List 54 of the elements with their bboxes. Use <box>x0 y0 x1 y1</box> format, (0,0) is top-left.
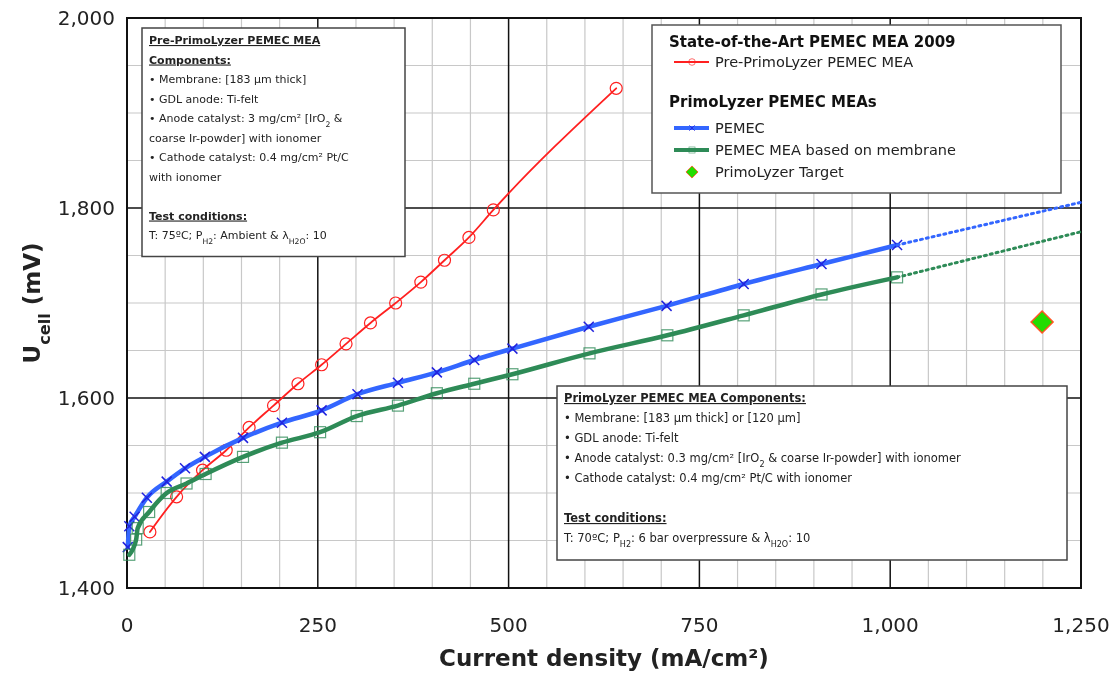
x-tick-label: 250 <box>298 613 337 637</box>
point <box>462 230 476 245</box>
legend-title: State-of-the-Art PEMEC MEA 2009 <box>669 33 956 51</box>
annotation: PrimoLyzer PEMEC MEAs <box>669 93 877 111</box>
point <box>890 271 904 284</box>
x-tick-label: 750 <box>680 613 719 637</box>
point <box>437 253 452 267</box>
point <box>123 548 136 561</box>
point <box>266 399 281 413</box>
point <box>131 522 144 535</box>
legend-label: PEMEC <box>715 120 765 136</box>
point <box>389 296 403 310</box>
point <box>430 387 443 400</box>
legend-label: Pre-PrimoLyzer PEMEC MEA <box>715 54 914 70</box>
point <box>315 358 329 372</box>
point <box>661 329 674 342</box>
point <box>506 368 519 381</box>
text: PrimoLyzer PEMEC MEA Components: • Membrane: [183 µm thick] or [120 µm] • GDL anode: Ti-felt • Anode catalyst: 0.3 mg/cm² [IrO$_{2}$ & coarse Ir-powder] with ionomer • Cathode catalyst: 0.4 mg/cm² Pt/C with ionomer Test conditions: T: 70ºC; P$_{H2}$: 6 bar overpressure & λ$_{H2O}$: 10 <box>564 391 961 549</box>
point <box>236 450 250 463</box>
x-tick-label: 1,250 <box>1052 613 1110 637</box>
legend-label: PrimoLyzer Target <box>715 164 845 180</box>
point <box>815 288 828 301</box>
point <box>242 420 256 435</box>
x-tick-label: 0 <box>120 613 134 637</box>
point <box>609 81 623 95</box>
point <box>486 203 500 217</box>
point <box>1030 310 1054 334</box>
point <box>170 490 184 504</box>
y-tick-label: 1,800 <box>57 196 115 220</box>
point <box>275 436 289 449</box>
y-tick-label: 2,000 <box>57 6 115 30</box>
point <box>143 505 156 519</box>
point <box>180 477 193 490</box>
legend-label: PEMEC MEA based on membrane <box>715 142 956 158</box>
point <box>414 275 428 289</box>
point <box>737 309 750 322</box>
point <box>339 337 353 351</box>
text: Pre-PrimoLyzer PEMEC MEA Components: • Membrane: [183 µm thick] • GDL anode: Ti-felt • Anode catalyst: 3 mg/cm² [IrO$_{2}$ & coarse Ir-powder] with ionomer • Cathode catalyst: 0.4 mg/cm² Pt/C with ionomer Test conditions: T: 75ºC; P$_{H2}$: Ambient & λ$_{H2O}$: 10 <box>149 34 349 246</box>
point <box>291 377 305 391</box>
x-tick-label: 1,000 <box>861 613 919 637</box>
y-tick-label: 1,600 <box>57 386 115 410</box>
point <box>468 377 481 390</box>
x-axis-title: Current density (mA/cm²) <box>439 645 769 671</box>
point <box>583 347 596 360</box>
point <box>363 316 378 330</box>
point <box>391 399 405 412</box>
y-tick-label: 1,400 <box>57 576 115 600</box>
point <box>130 533 143 546</box>
point <box>143 525 157 539</box>
x-tick-label: 500 <box>489 613 528 637</box>
point <box>160 486 173 500</box>
point <box>199 467 212 481</box>
point <box>350 409 363 423</box>
point <box>313 426 327 439</box>
